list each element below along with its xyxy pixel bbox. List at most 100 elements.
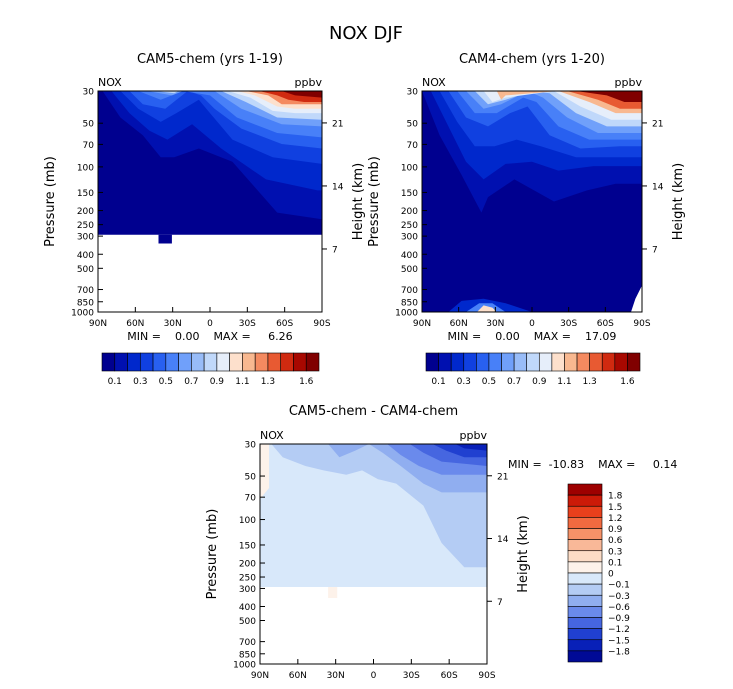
y-right-axis-title: Height (km) bbox=[351, 163, 366, 240]
y-tick-label: 100 bbox=[77, 163, 94, 173]
colorbar-swatch bbox=[450, 352, 465, 372]
y-tick-label: 500 bbox=[77, 265, 94, 275]
x-tick-label: 60N bbox=[289, 671, 307, 681]
y-tick-label: 200 bbox=[401, 207, 418, 217]
colorbar-label: 0.7 bbox=[184, 377, 198, 387]
colorbar-swatch bbox=[567, 505, 603, 518]
y-right-axis-title: Height (km) bbox=[516, 515, 531, 592]
panel-title: CAM5-chem (yrs 1-19) bbox=[137, 52, 283, 67]
y-right-tick-label: 21 bbox=[497, 472, 508, 482]
x-tick-label: 90S bbox=[313, 319, 330, 329]
colorbar-swatch bbox=[567, 517, 603, 529]
colorbar: 0.1 0.3 0.5 0.7 0.9 1.1 1.3 1.6 bbox=[425, 352, 641, 387]
contour-band bbox=[260, 444, 270, 499]
y-tick-label: 400 bbox=[77, 251, 94, 261]
colorbar-label: 0.9 bbox=[532, 377, 547, 387]
colorbar-swatch bbox=[538, 352, 553, 372]
contour-band bbox=[158, 234, 172, 244]
y-tick-label: 150 bbox=[239, 541, 256, 551]
x-tick-label: 60S bbox=[276, 319, 293, 329]
colorbar-swatch bbox=[127, 352, 141, 372]
y-tick-label: 700 bbox=[239, 638, 256, 648]
x-tick-label: 90S bbox=[478, 671, 495, 681]
colorbar-swatch bbox=[463, 352, 477, 372]
x-tick-label: 30N bbox=[327, 671, 345, 681]
colorbar-label: −1.5 bbox=[608, 636, 630, 646]
colorbar-swatch bbox=[567, 561, 603, 574]
colorbar-swatch bbox=[488, 352, 502, 372]
colorbar-swatch bbox=[567, 539, 603, 552]
colorbar-swatch bbox=[438, 352, 452, 372]
stats-text: MIN = 0.00 MAX = 6.26 bbox=[127, 330, 292, 343]
y-tick-label: 850 bbox=[401, 298, 418, 308]
colorbar-swatch bbox=[114, 352, 128, 372]
y-tick-label: 100 bbox=[401, 163, 418, 173]
colorbar-swatch bbox=[576, 352, 590, 372]
colorbar-swatch bbox=[551, 352, 565, 372]
contour-band bbox=[477, 305, 497, 312]
colorbar-label: 1.2 bbox=[608, 514, 622, 524]
colorbar-swatch bbox=[191, 352, 205, 372]
panel-2: CAM4-chem (yrs 1-20)NOX ppbv3050701001502… bbox=[367, 52, 686, 387]
contour-field bbox=[98, 91, 323, 244]
y-tick-label: 50 bbox=[83, 120, 95, 130]
colorbar-swatch bbox=[425, 352, 439, 372]
contour-field bbox=[422, 91, 642, 312]
colorbar-swatch bbox=[203, 352, 218, 372]
panel-title: CAM4-chem (yrs 1-20) bbox=[459, 52, 605, 67]
y-tick-label: 300 bbox=[77, 233, 94, 243]
y-tick-label: 250 bbox=[77, 221, 94, 231]
colorbar-swatch bbox=[567, 628, 603, 641]
units-label: ppbv bbox=[460, 429, 488, 442]
y-tick-label: 250 bbox=[239, 574, 256, 584]
y-tick-label: 500 bbox=[239, 617, 256, 627]
y-right-tick-label: 21 bbox=[652, 119, 663, 129]
colorbar-label: 0.5 bbox=[159, 377, 173, 387]
colorbar-swatch bbox=[513, 352, 528, 372]
x-tick-label: 30N bbox=[486, 319, 504, 329]
colorbar-label: 0.9 bbox=[210, 377, 225, 387]
y-right-tick-label: 21 bbox=[332, 119, 343, 129]
colorbar-swatch bbox=[476, 352, 490, 372]
x-tick-label: 30S bbox=[560, 319, 577, 329]
y-tick-label: 1000 bbox=[233, 661, 256, 671]
colorbar-swatch bbox=[567, 483, 603, 496]
colorbar-label: 1.1 bbox=[557, 377, 571, 387]
y-tick-label: 300 bbox=[401, 233, 418, 243]
y-tick-label: 1000 bbox=[71, 309, 94, 319]
panels: CAM5-chem (yrs 1-19) NOX ppbv 30 50 70 100 150 2… bbox=[43, 52, 686, 681]
y-tick-label: 30 bbox=[407, 88, 419, 98]
y-tick-label: 70 bbox=[245, 494, 257, 504]
colorbar: 0.1 0.3 0.5 0.7 0.9 1.1 1.3 1.6 bbox=[101, 352, 320, 387]
y-axis-title: Pressure (mb) bbox=[43, 156, 58, 247]
colorbar-swatch bbox=[627, 352, 641, 372]
x-tick-label: 60S bbox=[597, 319, 614, 329]
colorbar-label: 1.3 bbox=[582, 377, 596, 387]
y-tick-label: 300 bbox=[239, 585, 256, 595]
variable-label: NOX bbox=[422, 76, 446, 89]
colorbar-swatch bbox=[567, 650, 603, 663]
colorbar-swatch bbox=[501, 352, 515, 372]
x-tick-label: 90S bbox=[633, 319, 650, 329]
y-tick-label: 200 bbox=[239, 560, 256, 570]
colorbar-swatch bbox=[229, 352, 243, 372]
contour-field bbox=[260, 444, 487, 598]
colorbar-swatch bbox=[567, 594, 603, 607]
colorbar-label: −0.9 bbox=[608, 614, 630, 624]
colorbar-swatch bbox=[567, 617, 603, 629]
colorbar-label: 0.9 bbox=[608, 525, 623, 535]
colorbar-label: 0.3 bbox=[608, 547, 622, 557]
colorbar-swatch bbox=[254, 352, 269, 372]
units-label: ppbv bbox=[295, 76, 323, 89]
colorbar-label: 0.1 bbox=[108, 377, 122, 387]
y-tick-label: 250 bbox=[401, 221, 418, 231]
colorbar-label: −0.6 bbox=[608, 603, 630, 613]
y-tick-label: 30 bbox=[245, 441, 257, 451]
variable-label: NOX bbox=[260, 429, 284, 442]
colorbar-label: 1.5 bbox=[608, 503, 622, 513]
colorbar-label: −0.1 bbox=[608, 581, 630, 591]
colorbar-swatch bbox=[216, 352, 230, 372]
colorbar-label: −1.2 bbox=[608, 625, 630, 635]
